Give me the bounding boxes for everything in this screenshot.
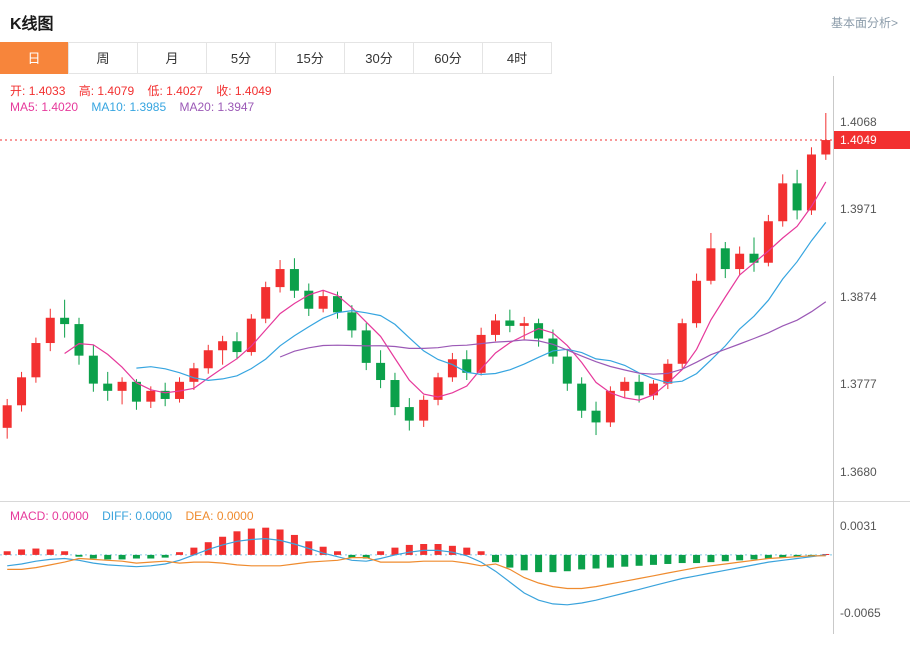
ma20-value: MA20: 1.3947 [179, 100, 255, 114]
ma-legend: MA5: 1.4020 MA10: 1.3985 MA20: 1.3947 [10, 100, 264, 114]
tab-day[interactable]: 日 [0, 42, 69, 74]
tab-60min[interactable]: 60分 [413, 42, 483, 74]
macd-pane: MACD: 0.0000 DIFF: 0.0000 DEA: 0.0000 [0, 505, 833, 632]
chart-area: 开: 1.4033 高: 1.4079 低: 1.4027 收: 1.4049 … [0, 76, 910, 634]
ohlc-low: 低: 1.4027 [147, 84, 203, 98]
timeframe-tabs: 日周月 5分 15分 30分 60分 4时 [0, 42, 910, 74]
ohlc-high: 高: 1.4079 [78, 84, 135, 98]
ma10-value: MA10: 1.3985 [91, 100, 167, 114]
kline-widget: K线图 基本面分析> 日周月 5分 15分 30分 60分 4时 开: 1.4033 高:… [0, 0, 910, 634]
ohlc-close: 收: 1.4049 [216, 84, 272, 98]
dea-value: DEA: 0.0000 [185, 509, 254, 523]
tab-week[interactable]: 周 [68, 42, 138, 74]
ohlc-legend: 开: 1.4033 高: 1.4079 低: 1.4027 收: 1.4049 [10, 82, 282, 99]
header: K线图 基本面分析> [0, 0, 910, 40]
ohlc-open: 开: 1.4033 [10, 84, 66, 98]
macd-chart[interactable] [0, 505, 833, 632]
page-title: K线图 [10, 16, 54, 33]
tab-30min[interactable]: 30分 [344, 42, 414, 74]
price-pane: 开: 1.4033 高: 1.4079 低: 1.4027 收: 1.4049 … [0, 76, 833, 500]
macd-value: MACD: 0.0000 [10, 509, 89, 523]
last-price-tag: 1.4049 [834, 131, 910, 150]
price-axis-label: 1.3777 [840, 377, 877, 392]
price-axis-label: 1.4068 [840, 114, 877, 129]
price-axis-label: 1.3680 [840, 464, 877, 479]
tab-5min[interactable]: 5分 [206, 42, 276, 74]
diff-value: DIFF: 0.0000 [102, 509, 173, 523]
pane-divider [0, 501, 910, 502]
tab-4hour[interactable]: 4时 [482, 42, 552, 74]
candlestick-chart[interactable] [0, 76, 833, 500]
price-axis-label: 1.3971 [840, 202, 877, 217]
tab-15min[interactable]: 15分 [275, 42, 345, 74]
macd-legend: MACD: 0.0000 DIFF: 0.0000 DEA: 0.0000 [10, 509, 264, 523]
ma5-value: MA5: 1.4020 [10, 100, 79, 114]
tab-month[interactable]: 月 [137, 42, 207, 74]
price-axis: 1.4049 1.4068 1.3971 1.3874 1.3777 1.3680 0.0… [833, 76, 910, 634]
macd-axis-label: -0.0065 [840, 605, 881, 620]
price-axis-label: 1.3874 [840, 289, 877, 304]
macd-axis-label: 0.0031 [840, 518, 877, 533]
fundamental-analysis-link[interactable]: 基本面分析> [830, 15, 898, 30]
